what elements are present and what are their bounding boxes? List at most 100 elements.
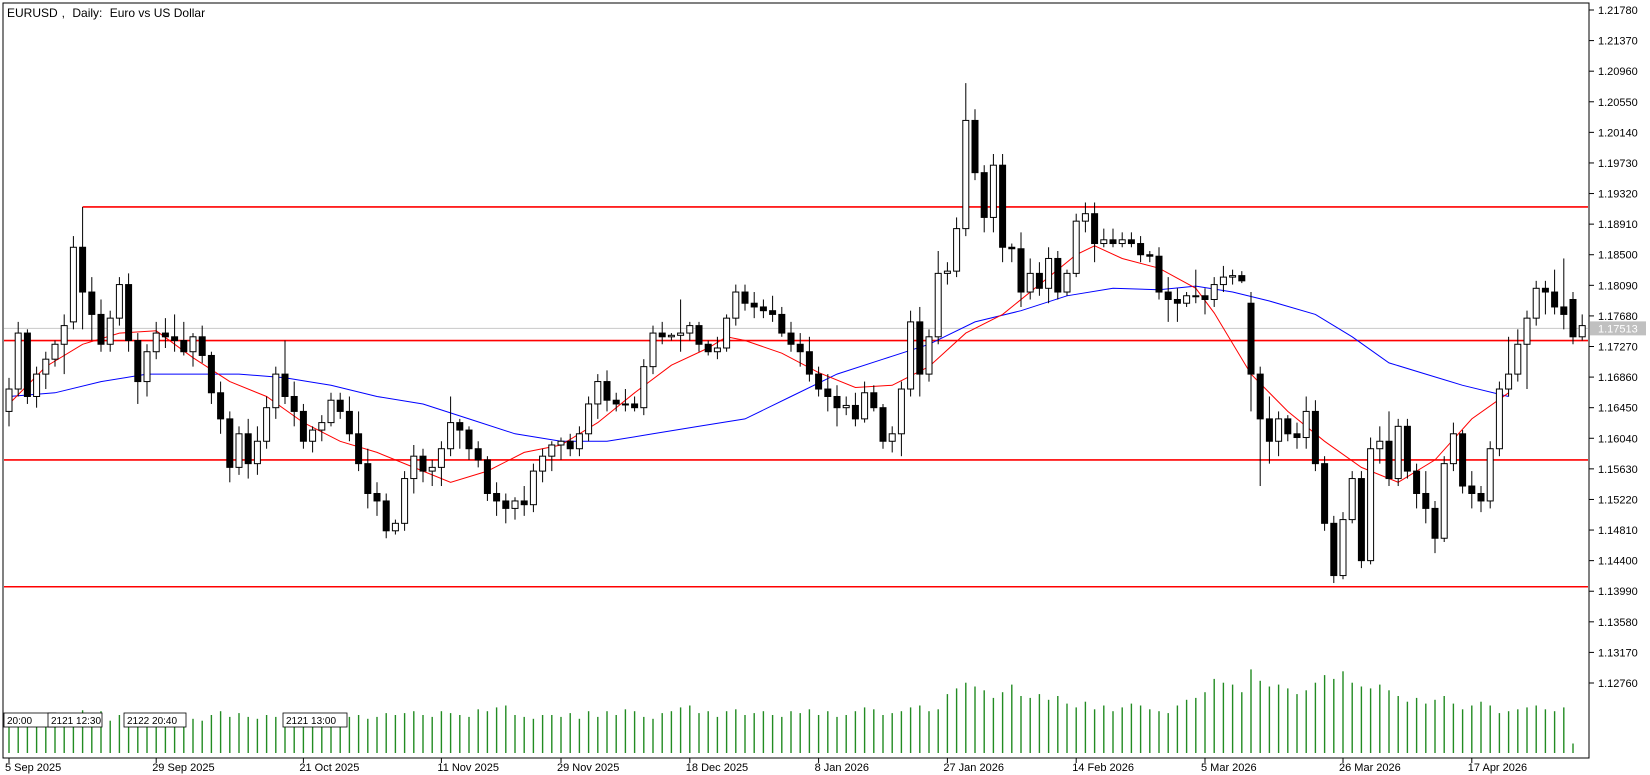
candle-body [263, 407, 271, 442]
candle-body [428, 466, 436, 472]
horizontal-levels [4, 206, 1588, 588]
price-tick-label: 1.20960 [1598, 66, 1638, 78]
candle-body [189, 336, 197, 353]
volume-label-text: 20:00 [7, 716, 32, 727]
candle-body [474, 448, 482, 461]
candle-body [1422, 492, 1430, 509]
candle-body [447, 422, 455, 450]
symbol-label: EURUSD [7, 6, 58, 20]
candle-body [106, 317, 114, 345]
candle-body [649, 332, 657, 368]
volume-label-box [282, 712, 348, 728]
candle-body [815, 373, 823, 390]
candle-body [272, 373, 280, 409]
price-tick-label: 1.16040 [1598, 433, 1638, 445]
price-tick-label: 1.18090 [1598, 280, 1638, 292]
candle-body [299, 410, 307, 442]
candle-body [539, 455, 547, 472]
candle-body [1035, 272, 1043, 289]
candle-body [355, 433, 363, 465]
candle-body [134, 340, 142, 383]
time-tick-label: 17 Apr 2026 [1468, 762, 1527, 774]
candle-body [493, 492, 501, 502]
candle-body [502, 500, 510, 509]
candle-body [336, 399, 344, 412]
candle-body [1495, 388, 1503, 450]
candle-body [51, 343, 59, 360]
time-tick-label: 27 Jan 2026 [943, 762, 1004, 774]
candle-body [667, 334, 675, 338]
candle-body [207, 354, 215, 394]
candle-body [732, 291, 740, 319]
candle-body [410, 455, 418, 480]
candle-body [1523, 317, 1531, 345]
time-tick-label: 8 Jan 2026 [815, 762, 869, 774]
price-axis: 1.21780 1.21370 1.20960 1.20550 1.20140 1.197… [1589, 5, 1638, 690]
candle-body [1505, 373, 1513, 390]
price-tick-label: 1.12760 [1598, 678, 1638, 690]
time-tick-label: 29 Nov 2025 [557, 762, 619, 774]
candle-body [1321, 463, 1329, 524]
candle-body [382, 500, 390, 532]
price-tick-label: 1.13170 [1598, 647, 1638, 659]
candle-body [1357, 478, 1365, 562]
candle-body [1394, 425, 1402, 480]
candle-body [759, 306, 767, 312]
volume-label-text: 2121 12:30 [51, 716, 101, 727]
candle-body [1302, 410, 1310, 439]
price-tick-label: 1.19320 [1598, 189, 1638, 201]
candle-body [1026, 272, 1034, 293]
candle-body [851, 404, 859, 420]
candle-body [787, 332, 795, 345]
price-tick-label: 1.18910 [1598, 219, 1638, 231]
candle-body [1127, 239, 1135, 245]
price-tick-label: 1.13990 [1598, 586, 1638, 598]
candle-body [1284, 418, 1292, 435]
candles [5, 83, 1586, 584]
candle-body [33, 373, 41, 397]
time-tick-label: 21 Oct 2025 [299, 762, 359, 774]
candle-body [907, 321, 915, 390]
candle-body [1551, 291, 1559, 308]
candle-body [97, 313, 105, 345]
candle-body [824, 388, 832, 397]
candle-body [870, 392, 878, 409]
candle-body [88, 291, 96, 315]
candle-body [1514, 343, 1522, 375]
candle-body [566, 440, 574, 450]
candle-body [1459, 433, 1467, 487]
current-price-box: 1.17513 [1590, 321, 1646, 336]
candle-body [1293, 433, 1301, 439]
candle-body [1192, 295, 1200, 298]
candle-body [180, 340, 188, 353]
candle-body [345, 410, 353, 435]
candle-body [1376, 440, 1384, 450]
candle-body [704, 343, 712, 353]
candle-body [925, 336, 933, 375]
candle-body [60, 325, 68, 345]
price-tick-label: 1.21370 [1598, 36, 1638, 48]
candle-body [548, 444, 556, 457]
candle-body [1413, 470, 1421, 494]
candle-body [897, 388, 905, 435]
candle-body [1569, 298, 1577, 338]
time-tick-label: 26 Mar 2026 [1339, 762, 1401, 774]
candle-body [217, 392, 225, 420]
volume-label-box [123, 712, 187, 728]
candle-body [1155, 255, 1163, 293]
candle-body [1072, 220, 1080, 274]
candle-body [575, 433, 583, 450]
candle-body [1173, 298, 1181, 304]
candle-body [5, 388, 13, 412]
volume-time-labels: 20:00 2121 12:30 2122 20:40 2121 13:00 [3, 712, 348, 728]
candle-body [253, 440, 261, 465]
candle-body [1541, 287, 1549, 293]
candle-body [171, 336, 179, 342]
chart-title: EURUSD, Daily: Euro vs US Dollar [7, 6, 206, 20]
candle-body [1440, 463, 1448, 539]
candle-body [658, 332, 666, 338]
candle-body [1081, 213, 1089, 222]
candle-body [953, 228, 961, 272]
price-tick-label: 1.17680 [1598, 311, 1638, 323]
